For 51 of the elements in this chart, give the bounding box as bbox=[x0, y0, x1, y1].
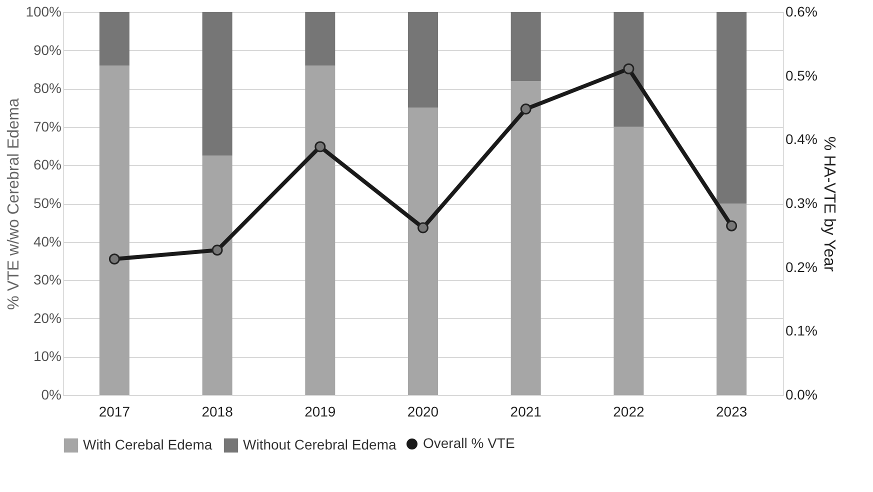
legend-label: Without Cerebral Edema bbox=[243, 436, 397, 452]
point bbox=[623, 63, 634, 74]
y2-tick-label: 0.4% bbox=[786, 131, 818, 148]
x-tick-label: 2021 bbox=[510, 404, 542, 420]
bar bbox=[510, 80, 541, 395]
y2-tick-label: 0.0% bbox=[786, 386, 818, 402]
bar bbox=[716, 204, 747, 395]
point bbox=[520, 104, 532, 115]
x-tick-label: 2018 bbox=[202, 404, 234, 420]
x-tick-label: 2020 bbox=[407, 404, 439, 420]
y-tick-label: 100% bbox=[26, 4, 62, 20]
bar bbox=[202, 12, 232, 156]
x-tick-label: 2017 bbox=[98, 404, 130, 420]
bar bbox=[305, 66, 336, 395]
point bbox=[418, 222, 428, 234]
y2-tick-label: 0.2% bbox=[786, 258, 818, 275]
bar bbox=[99, 66, 130, 395]
y-tick-label: 0% bbox=[41, 386, 62, 402]
y-tick-label: 30% bbox=[33, 272, 62, 288]
point bbox=[314, 141, 326, 152]
bar bbox=[408, 108, 438, 395]
y-tick-label: 60% bbox=[33, 156, 62, 173]
y-tick-label: 40% bbox=[33, 233, 62, 250]
y-axis-title: % VTE w/wo Cerebral Edema bbox=[6, 98, 23, 310]
y2-axis-title: % HA-VTE by Year bbox=[820, 136, 838, 272]
y2-tick-label: 0.6% bbox=[786, 4, 818, 20]
bar bbox=[716, 12, 747, 204]
bar bbox=[99, 12, 130, 66]
y-tick-label: 20% bbox=[33, 310, 62, 326]
bar bbox=[614, 126, 644, 395]
x-tick-label: 2019 bbox=[304, 404, 336, 420]
x-tick-label: 2023 bbox=[716, 404, 748, 420]
y-tick-label: 70% bbox=[33, 118, 62, 134]
y2-tick-label: 0.5% bbox=[786, 67, 818, 84]
y-tick-label: 80% bbox=[33, 80, 62, 96]
bar bbox=[202, 156, 232, 395]
y2-tick-label: 0.1% bbox=[786, 322, 818, 339]
point bbox=[726, 220, 738, 232]
y-tick-label: 90% bbox=[33, 42, 62, 58]
y2-tick-label: 0.3% bbox=[786, 195, 818, 211]
legend-label: With Cerebal Edema bbox=[83, 436, 212, 452]
bar bbox=[510, 12, 541, 81]
bar bbox=[614, 12, 644, 127]
bar bbox=[305, 12, 336, 66]
point bbox=[212, 244, 223, 256]
y-tick-label: 10% bbox=[33, 348, 62, 364]
point bbox=[108, 254, 120, 265]
y-tick-label: 50% bbox=[33, 195, 62, 211]
x-tick-label: 2022 bbox=[613, 404, 644, 420]
legend-label: Overall % VTE bbox=[423, 435, 515, 451]
bar bbox=[408, 12, 438, 108]
